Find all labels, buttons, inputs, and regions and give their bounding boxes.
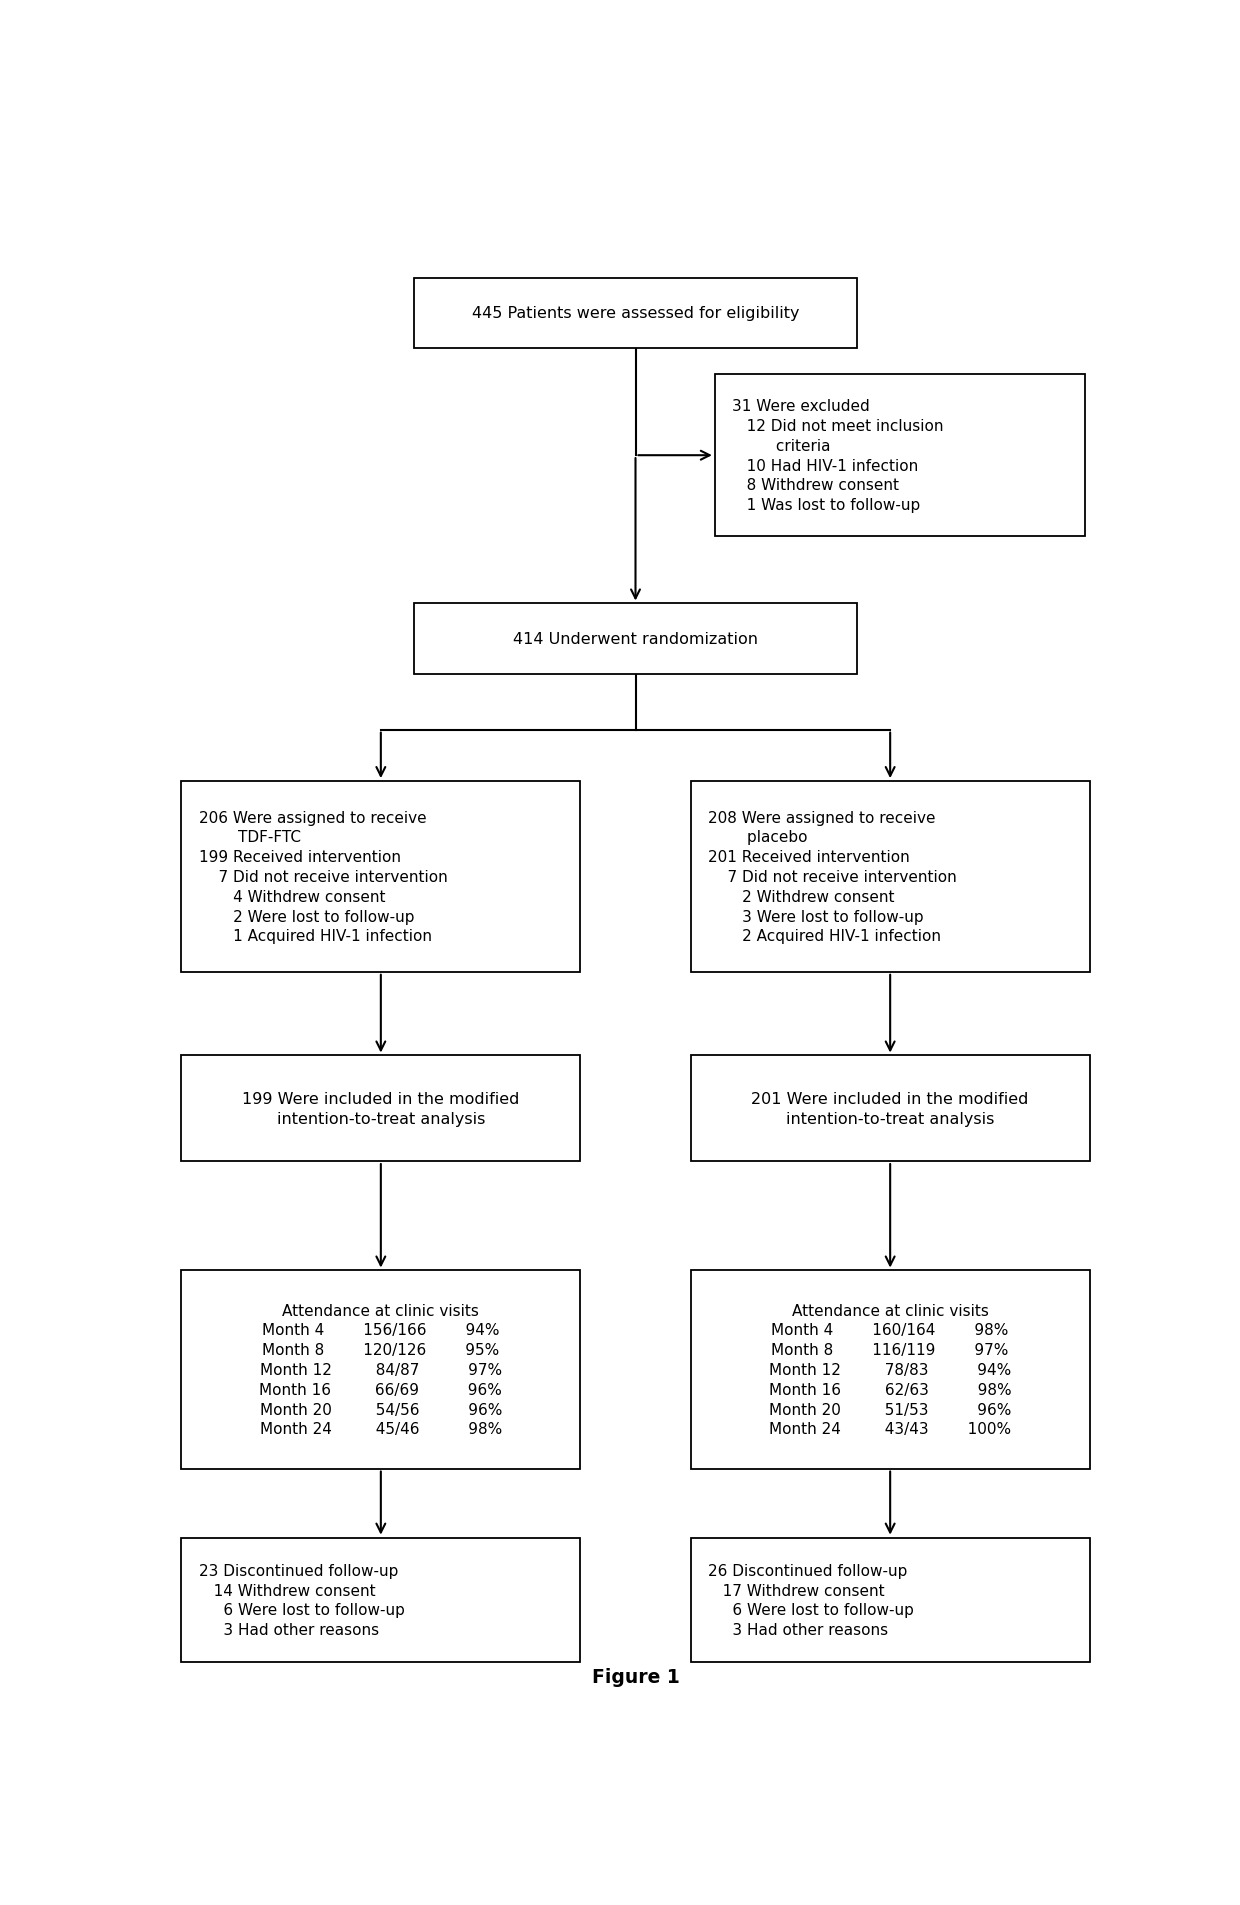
FancyBboxPatch shape bbox=[691, 781, 1090, 972]
Text: Attendance at clinic visits
Month 4        160/164        98%
Month 8        116: Attendance at clinic visits Month 4 160/… bbox=[769, 1303, 1012, 1436]
Text: 208 Were assigned to receive
        placebo
201 Received intervention
    7 Did: 208 Were assigned to receive placebo 201… bbox=[708, 810, 957, 943]
FancyBboxPatch shape bbox=[181, 1055, 580, 1162]
Text: 31 Were excluded
   12 Did not meet inclusion
         criteria
   10 Had HIV-1 : 31 Were excluded 12 Did not meet inclusi… bbox=[732, 398, 944, 512]
FancyBboxPatch shape bbox=[714, 375, 1085, 537]
Text: 445 Patients were assessed for eligibility: 445 Patients were assessed for eligibili… bbox=[471, 307, 800, 322]
FancyBboxPatch shape bbox=[181, 1537, 580, 1663]
FancyBboxPatch shape bbox=[181, 1271, 580, 1469]
Text: Figure 1: Figure 1 bbox=[591, 1667, 680, 1686]
FancyBboxPatch shape bbox=[414, 604, 857, 674]
FancyBboxPatch shape bbox=[181, 781, 580, 972]
Text: 199 Were included in the modified
intention-to-treat analysis: 199 Were included in the modified intent… bbox=[242, 1092, 520, 1126]
FancyBboxPatch shape bbox=[691, 1271, 1090, 1469]
Text: 414 Underwent randomization: 414 Underwent randomization bbox=[513, 632, 758, 648]
Text: 201 Were included in the modified
intention-to-treat analysis: 201 Were included in the modified intent… bbox=[751, 1092, 1029, 1126]
FancyBboxPatch shape bbox=[691, 1537, 1090, 1663]
Text: 23 Discontinued follow-up
   14 Withdrew consent
     6 Were lost to follow-up
 : 23 Discontinued follow-up 14 Withdrew co… bbox=[198, 1562, 404, 1636]
Text: Attendance at clinic visits
Month 4        156/166        94%
Month 8        120: Attendance at clinic visits Month 4 156/… bbox=[259, 1303, 502, 1436]
Text: 26 Discontinued follow-up
   17 Withdrew consent
     6 Were lost to follow-up
 : 26 Discontinued follow-up 17 Withdrew co… bbox=[708, 1562, 914, 1636]
FancyBboxPatch shape bbox=[691, 1055, 1090, 1162]
FancyBboxPatch shape bbox=[414, 278, 857, 349]
Text: 206 Were assigned to receive
        TDF-FTC
199 Received intervention
    7 Did: 206 Were assigned to receive TDF-FTC 199… bbox=[198, 810, 448, 943]
